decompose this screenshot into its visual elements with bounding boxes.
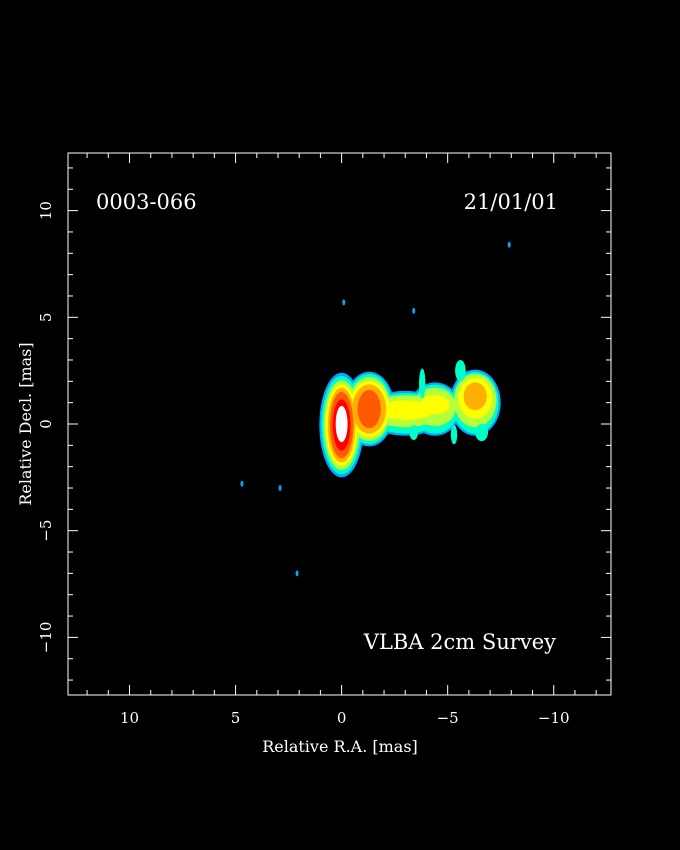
isolated-point-2 [507, 241, 511, 248]
x-tick-label: 0 [337, 709, 347, 727]
intensity-level-outer-knot-4 [463, 382, 487, 411]
x-tick-labels: 10 5 0 −5 −10 [120, 709, 570, 727]
isolated-point-3 [240, 480, 244, 487]
y-tick-label: 0 [37, 419, 55, 429]
intensity-level-inner-jet-5 [357, 389, 381, 429]
isolated-point-4 [278, 485, 282, 492]
survey-label: VLBA 2cm Survey [363, 630, 556, 654]
epoch-label: 21/01/01 [464, 190, 558, 214]
x-tick-label: −10 [538, 709, 570, 727]
y-tick-label: −5 [37, 520, 55, 542]
y-tick-label: −10 [37, 622, 55, 654]
x-axis-label: Relative R.A. [mas] [262, 737, 418, 756]
isolated-point-1 [412, 307, 416, 314]
isolated-point-5 [295, 570, 299, 577]
jet-spur-4 [475, 424, 488, 442]
isolated-point-0 [342, 299, 346, 306]
source-label: 0003-066 [96, 190, 197, 214]
jet-spur-3 [455, 359, 466, 382]
jet-spur-0 [419, 368, 426, 399]
y-tick-label: 10 [37, 201, 55, 220]
intensity-image [319, 359, 501, 478]
x-tick-label: 5 [231, 709, 241, 727]
intensity-level-outer-jet-3 [420, 395, 450, 415]
x-tick-label: 10 [120, 709, 139, 727]
intensity-level-core-7 [335, 405, 348, 443]
x-tick-label: −5 [437, 709, 459, 727]
y-axis-label: Relative Decl. [mas] [16, 342, 35, 505]
jet-spur-2 [450, 425, 458, 445]
y-tick-labels: 10 5 0 −5 −10 [37, 201, 55, 653]
isolated-emission-points [240, 241, 511, 577]
jet-spur-1 [409, 425, 418, 441]
y-tick-label: 5 [37, 313, 55, 323]
axis-ticks [68, 153, 611, 695]
intensity-level-jet-3 [375, 400, 435, 420]
